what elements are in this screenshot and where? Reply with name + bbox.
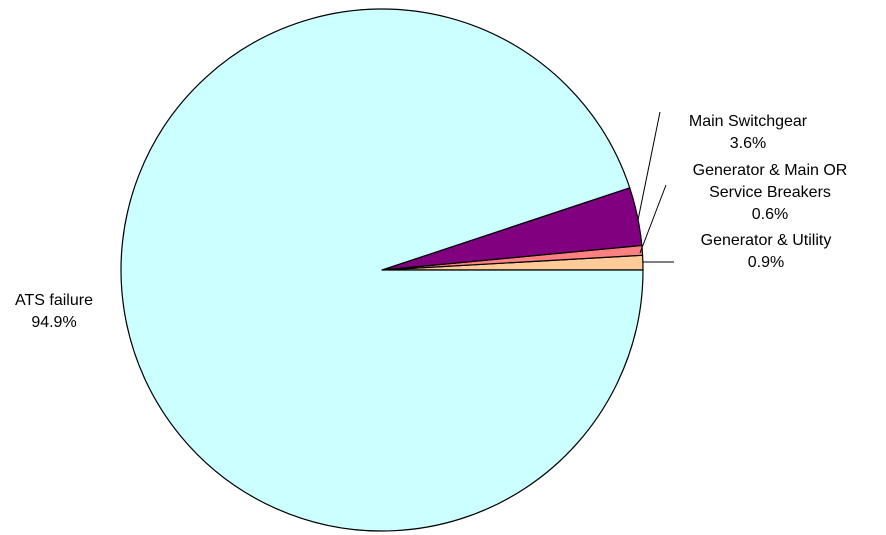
- slice-name-label: Generator & Main OR: [693, 162, 848, 179]
- slice-value-label: 0.6%: [752, 206, 788, 223]
- slice-value-label: 94.9%: [31, 314, 76, 331]
- slice-name-label: Generator & Utility: [701, 232, 832, 249]
- pie-slice-ats-failure: [120, 8, 644, 532]
- leader-line-main-switchgear: [637, 111, 661, 221]
- slice-name-label: Service Breakers: [709, 184, 831, 201]
- slice-value-label: 0.9%: [748, 254, 784, 271]
- pie-slices: [120, 8, 644, 532]
- slice-value-label: 3.6%: [730, 135, 766, 152]
- leader-line-generator-and-main-or-service-breakers: [639, 184, 667, 254]
- slice-name-label: ATS failure: [15, 292, 93, 309]
- slice-name-label: Main Switchgear: [689, 113, 808, 130]
- leader-lines: [637, 111, 674, 263]
- slice-labels: Generator & Utility 0.9% Generator & Main …: [15, 113, 847, 331]
